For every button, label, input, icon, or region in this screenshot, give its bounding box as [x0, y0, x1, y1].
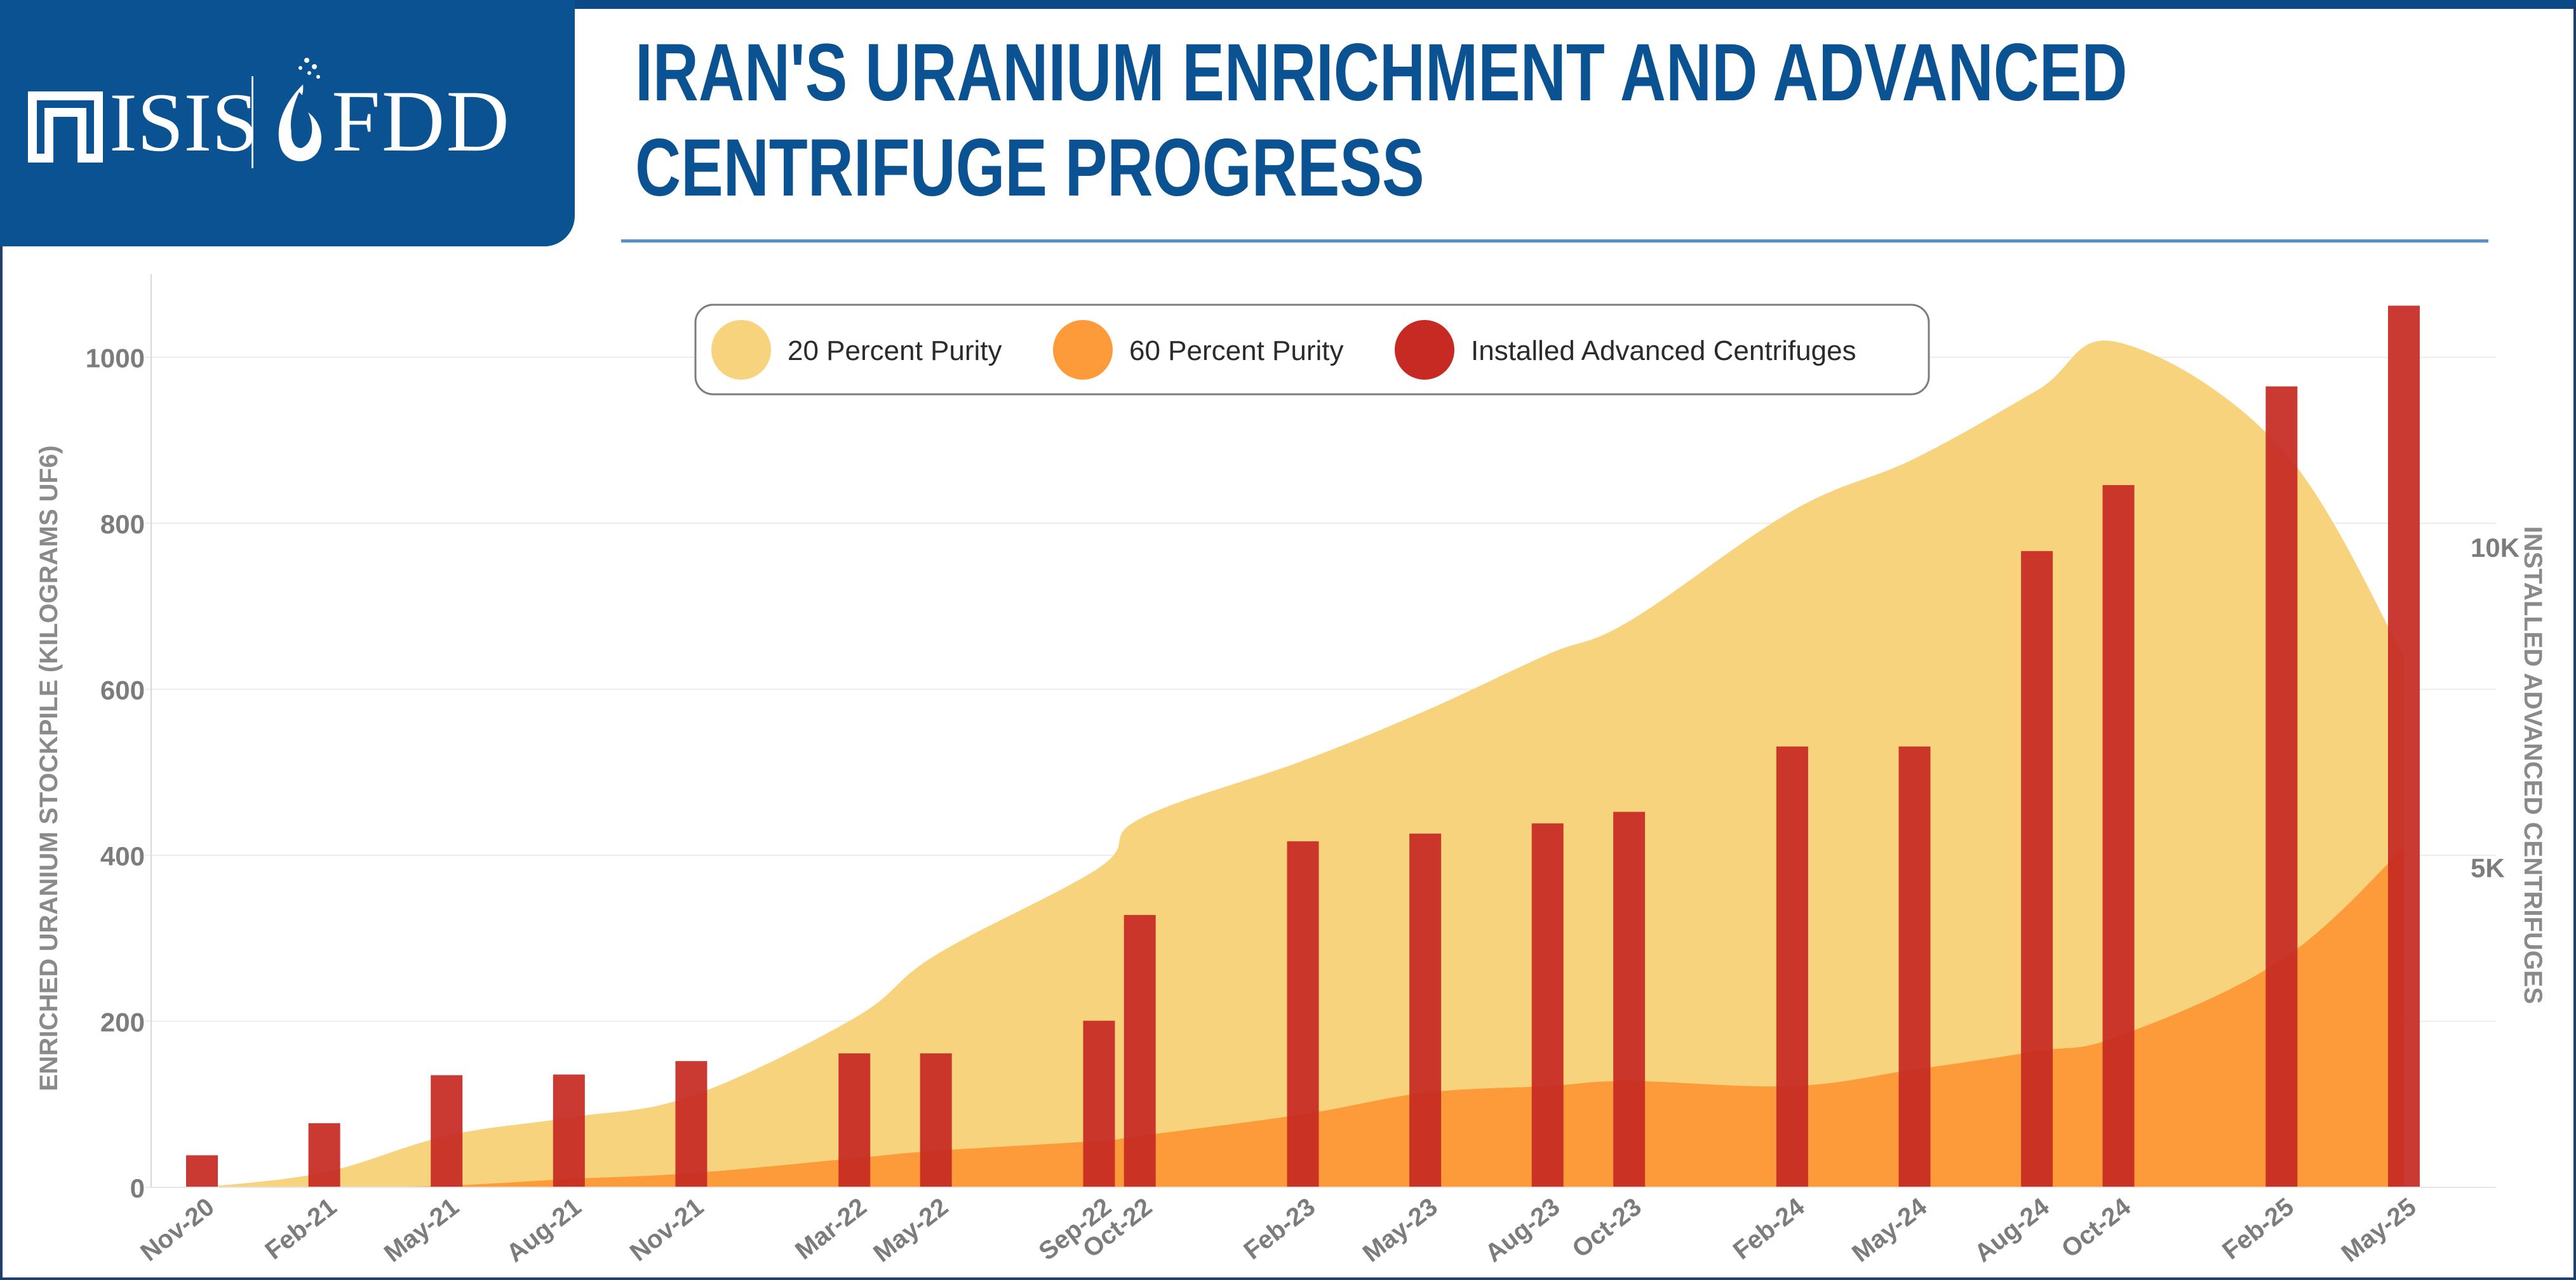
y2-tick-label: 10K: [2471, 533, 2519, 563]
y-tick-label: 600: [100, 676, 145, 705]
bar-Nov-21: [675, 1061, 708, 1187]
bar-Feb-25: [2265, 386, 2298, 1188]
y2-tick-label: 5K: [2471, 853, 2505, 883]
logo-fdd-text: FDD: [332, 72, 511, 170]
legend-box: [694, 303, 1930, 396]
bar-series: [186, 305, 2420, 1188]
x-tick-label: Oct-24: [2056, 1192, 2137, 1263]
bar-May-24: [1898, 746, 1931, 1187]
bar-Feb-24: [1776, 746, 1808, 1187]
x-axis: Nov-20 Feb-21 May-21 Aug-21 Nov-21 Mar-22May-…: [135, 1187, 2496, 1268]
bar-Aug-23: [1531, 823, 1564, 1187]
bar-Feb-23: [1287, 841, 1319, 1187]
x-tick-label: May-21: [379, 1192, 464, 1267]
area-purity20: [202, 340, 2404, 1187]
title-underline: [621, 239, 2488, 243]
bar-Oct-24: [2102, 485, 2135, 1187]
legend-swatch-centrifuges: [1395, 320, 1454, 380]
x-tick-label: Nov-20: [135, 1192, 219, 1267]
x-tick-label: Feb-24: [1728, 1192, 1810, 1265]
bar-May-23: [1409, 833, 1442, 1187]
logo-isis-text: ISIS: [109, 76, 258, 169]
bar-Aug-21: [553, 1074, 585, 1187]
y2-axis-title: INSTALLED ADVANCED CENTRIFUGES: [2519, 526, 2547, 1004]
x-tick-label: May-23: [1358, 1192, 1443, 1267]
x-tick-label: Aug-21: [501, 1192, 586, 1267]
x-tick-label: May-25: [2337, 1192, 2422, 1267]
fdd-flame-icon: [278, 58, 322, 161]
x-tick-label: Mar-22: [790, 1192, 872, 1265]
chart-title-line1: IRAN'S URANIUM ENRICHMENT AND ADVANCED: [635, 27, 2128, 118]
y-tick-label: 1000: [86, 343, 145, 373]
y-tick-label: 800: [100, 509, 145, 539]
x-tick-label: Aug-24: [1969, 1192, 2055, 1268]
y-axis-title: ENRICHED URANIUM STOCKPILE (KILOGRAMS UF…: [35, 445, 63, 1091]
bar-Nov-20: [186, 1155, 218, 1187]
legend-swatch-purity60: [1053, 320, 1113, 380]
logo-separator: [252, 76, 253, 168]
bar-Oct-22: [1124, 915, 1156, 1187]
left-axis: 0 200 400 600 800 1000: [86, 274, 152, 1203]
legend: 20 Percent Purity 60 Percent Purity Inst…: [694, 303, 1930, 396]
isis-logo-icon: [28, 91, 103, 163]
y-tick-label: 0: [130, 1173, 145, 1203]
legend-label-purity20: 20 Percent Purity: [788, 335, 1002, 366]
x-tick-label: May-24: [1847, 1192, 1933, 1268]
legend-swatch-purity20: [711, 320, 771, 380]
x-tick-label: Nov-21: [625, 1192, 709, 1267]
area-series: [202, 340, 2404, 1188]
bar-May-21: [431, 1075, 463, 1187]
x-tick-label: Feb-25: [2217, 1192, 2299, 1265]
x-tick-label: Feb-21: [260, 1192, 342, 1265]
bar-Feb-21: [308, 1123, 340, 1187]
logo-banner: ISIS FDD: [0, 0, 575, 246]
chart-title-line2: CENTRIFUGE PROGRESS: [635, 123, 1425, 213]
bar-Oct-23: [1613, 811, 1646, 1187]
x-tick-label: May-22: [868, 1192, 953, 1267]
right-axis: 5K 10K: [2471, 533, 2519, 883]
legend-label-centrifuges: Installed Advanced Centrifuges: [1471, 335, 1856, 366]
x-tick-label: Oct-23: [1567, 1192, 1646, 1263]
legend-label-purity60: 60 Percent Purity: [1129, 335, 1344, 366]
y-tick-label: 200: [100, 1008, 145, 1037]
y-tick-label: 400: [100, 841, 145, 871]
x-tick-label: Aug-23: [1480, 1192, 1565, 1267]
bar-May-22: [920, 1053, 952, 1187]
bar-Sep-22: [1083, 1020, 1115, 1187]
x-tick-label: Feb-23: [1238, 1192, 1320, 1265]
bar-Mar-22: [838, 1053, 871, 1187]
area-purity60: [202, 848, 2404, 1188]
bar-May-25: [2388, 305, 2420, 1187]
bar-Aug-24: [2021, 550, 2053, 1187]
chart-title: IRAN'S URANIUM ENRICHMENT AND ADVANCED C…: [635, 25, 2128, 216]
